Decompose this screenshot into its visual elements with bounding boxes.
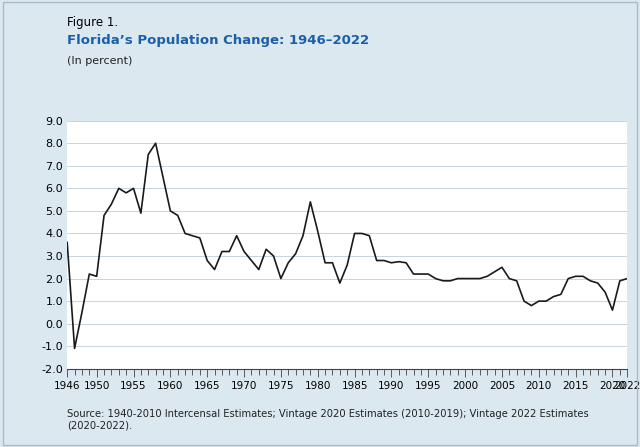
Text: Figure 1.: Figure 1. (67, 16, 118, 29)
Text: Florida’s Population Change: 1946–2022: Florida’s Population Change: 1946–2022 (67, 34, 369, 46)
Text: Source: 1940-2010 Intercensal Estimates; Vintage 2020 Estimates (2010-2019); Vin: Source: 1940-2010 Intercensal Estimates;… (67, 409, 589, 430)
Text: (In percent): (In percent) (67, 56, 132, 66)
